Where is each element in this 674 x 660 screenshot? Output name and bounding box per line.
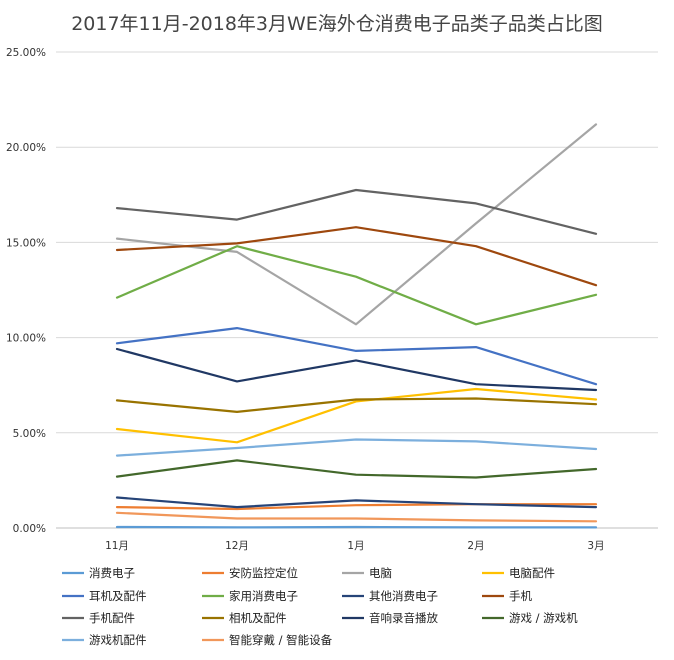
series-line-4 [115, 327, 598, 386]
x-tick-label: 12月 [225, 540, 249, 552]
legend-label: 安防监控定位 [229, 566, 298, 580]
y-tick-label: 5.00% [13, 428, 46, 440]
legend-label: 电脑配件 [509, 566, 555, 580]
x-tick-label: 1月 [347, 540, 364, 552]
y-tick-label: 0.00% [13, 523, 46, 535]
y-tick-label: 10.00% [6, 333, 46, 345]
y-tick-label: 25.00% [6, 47, 46, 59]
series-line-6 [115, 496, 598, 509]
series-line-9 [115, 397, 598, 413]
series-line-8 [115, 188, 598, 235]
series-line-2 [115, 123, 598, 326]
series-line-12 [115, 438, 598, 457]
legend-label: 其他消费电子 [369, 589, 438, 603]
legend-label: 智能穿戴 / 智能设备 [229, 633, 333, 647]
legend-label: 音响录音播放 [369, 611, 438, 625]
legend-label: 电脑 [369, 566, 392, 580]
y-axis-ticks: 0.00% 5.00% 10.00% 15.00% 20.00% 25.00% [6, 47, 46, 535]
gridlines [56, 51, 658, 529]
series-line-13 [115, 511, 598, 523]
series-line-11 [115, 459, 598, 479]
chart-title: 2017年11月-2018年3月WE海外仓消费电子品类子品类占比图 [71, 13, 603, 35]
legend-label: 手机 [509, 589, 532, 603]
x-tick-label: 3月 [587, 540, 604, 552]
x-axis-ticks: 11月 12月 1月 2月 3月 [105, 540, 605, 552]
series-line-7 [115, 226, 598, 287]
series-line-5 [115, 245, 598, 326]
legend-label: 消费电子 [89, 566, 135, 580]
legend-label: 耳机及配件 [89, 589, 147, 603]
x-tick-label: 11月 [105, 540, 129, 552]
legend-label: 相机及配件 [229, 611, 287, 625]
series-line-10 [115, 347, 598, 392]
legend-label: 游戏机配件 [89, 633, 147, 647]
y-tick-label: 15.00% [6, 237, 46, 249]
legend-label: 家用消费电子 [229, 589, 298, 603]
legend-label: 手机配件 [89, 611, 135, 625]
x-tick-label: 2月 [467, 540, 484, 552]
series-lines [115, 123, 598, 529]
series-line-3 [115, 387, 598, 444]
legend-label: 游戏 / 游戏机 [509, 611, 578, 625]
y-tick-label: 20.00% [6, 142, 46, 154]
